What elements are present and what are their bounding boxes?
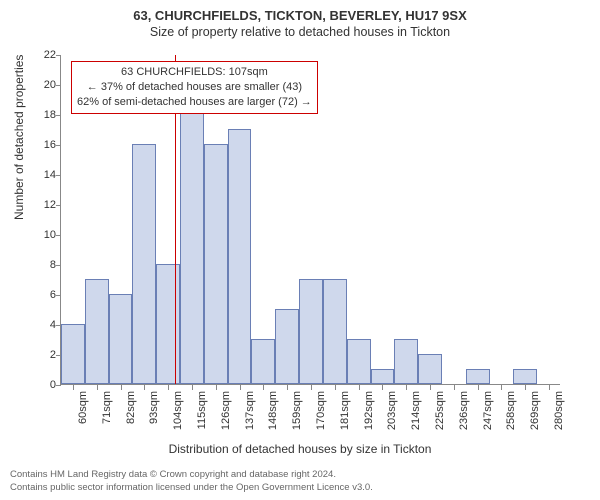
xtick-label: 71sqm [101,391,113,424]
histogram-bar [371,369,395,384]
ytick-mark [56,115,61,116]
ytick-mark [56,55,61,56]
xtick-label: 181sqm [339,391,351,430]
xtick-label: 126sqm [220,391,232,430]
xtick-label: 214sqm [410,391,422,430]
ytick-label: 0 [26,379,56,391]
xtick-mark [311,385,312,390]
xtick-label: 115sqm [196,391,208,429]
annotation-line: 62% of semi-detached houses are larger (… [77,95,312,110]
ytick-label: 10 [26,229,56,241]
histogram-bar [61,324,85,384]
histogram-bar [513,369,537,384]
xtick-label: 247sqm [482,391,494,430]
ytick-label: 14 [26,169,56,181]
histogram-bar [204,144,228,384]
ytick-mark [56,265,61,266]
ytick-mark [56,385,61,386]
footer-line: Contains public sector information licen… [10,482,373,494]
ytick-label: 12 [26,199,56,211]
histogram-bar [418,354,442,384]
xtick-label: 82sqm [125,391,137,424]
footer-attribution: Contains HM Land Registry data © Crown c… [10,469,373,494]
xtick-label: 258sqm [505,391,517,430]
xtick-label: 60sqm [77,391,89,424]
histogram-bar [109,294,133,384]
xtick-mark [73,385,74,390]
histogram-bar [228,129,252,384]
ytick-mark [56,175,61,176]
histogram-bar [299,279,323,384]
ytick-label: 18 [26,109,56,121]
annotation-line: 63 CHURCHFIELDS: 107sqm [77,65,312,80]
xtick-mark [501,385,502,390]
xtick-label: 192sqm [363,391,375,430]
xtick-mark [335,385,336,390]
xtick-label: 280sqm [553,391,565,430]
xtick-mark [97,385,98,390]
xtick-label: 269sqm [529,391,541,430]
xtick-mark [478,385,479,390]
annotation-line: ← 37% of detached houses are smaller (43… [77,80,312,95]
page-subtitle: Size of property relative to detached ho… [0,23,600,39]
xtick-label: 93sqm [148,391,160,424]
ytick-label: 20 [26,79,56,91]
ytick-label: 16 [26,139,56,151]
histogram-bar [251,339,275,384]
xtick-mark [192,385,193,390]
histogram-bar [132,144,156,384]
histogram-bar [275,309,299,384]
xtick-mark [382,385,383,390]
xtick-mark [359,385,360,390]
xtick-label: 159sqm [291,391,303,430]
xtick-mark [144,385,145,390]
ytick-label: 22 [26,49,56,61]
xtick-mark [168,385,169,390]
plot-area: 60sqm71sqm82sqm93sqm104sqm115sqm126sqm13… [60,55,560,385]
ytick-label: 6 [26,289,56,301]
xtick-mark [121,385,122,390]
histogram-bar [347,339,371,384]
xtick-mark [287,385,288,390]
chart: 60sqm71sqm82sqm93sqm104sqm115sqm126sqm13… [60,55,560,385]
ytick-label: 2 [26,349,56,361]
xtick-mark [216,385,217,390]
ytick-mark [56,295,61,296]
xtick-mark [454,385,455,390]
page-title: 63, CHURCHFIELDS, TICKTON, BEVERLEY, HU1… [0,0,600,23]
histogram-bar [85,279,109,384]
xtick-label: 148sqm [267,391,279,430]
xtick-mark [525,385,526,390]
xtick-mark [549,385,550,390]
histogram-bar [180,84,204,384]
annotation-box: 63 CHURCHFIELDS: 107sqm← 37% of detached… [71,61,318,114]
footer-line: Contains HM Land Registry data © Crown c… [10,469,373,481]
ytick-label: 8 [26,259,56,271]
xtick-label: 225sqm [434,391,446,430]
xtick-mark [240,385,241,390]
x-axis-label: Distribution of detached houses by size … [0,442,600,456]
histogram-bar [323,279,347,384]
xtick-label: 170sqm [315,391,327,430]
xtick-label: 137sqm [244,391,256,430]
ytick-mark [56,85,61,86]
histogram-bar [466,369,490,384]
y-axis-label: Number of detached properties [12,55,26,220]
xtick-label: 203sqm [386,391,398,430]
histogram-bar [156,264,180,384]
xtick-mark [430,385,431,390]
xtick-mark [406,385,407,390]
histogram-bar [394,339,418,384]
xtick-label: 104sqm [172,391,184,430]
xtick-mark [263,385,264,390]
ytick-label: 4 [26,319,56,331]
ytick-mark [56,235,61,236]
xtick-label: 236sqm [458,391,470,430]
ytick-mark [56,205,61,206]
ytick-mark [56,145,61,146]
